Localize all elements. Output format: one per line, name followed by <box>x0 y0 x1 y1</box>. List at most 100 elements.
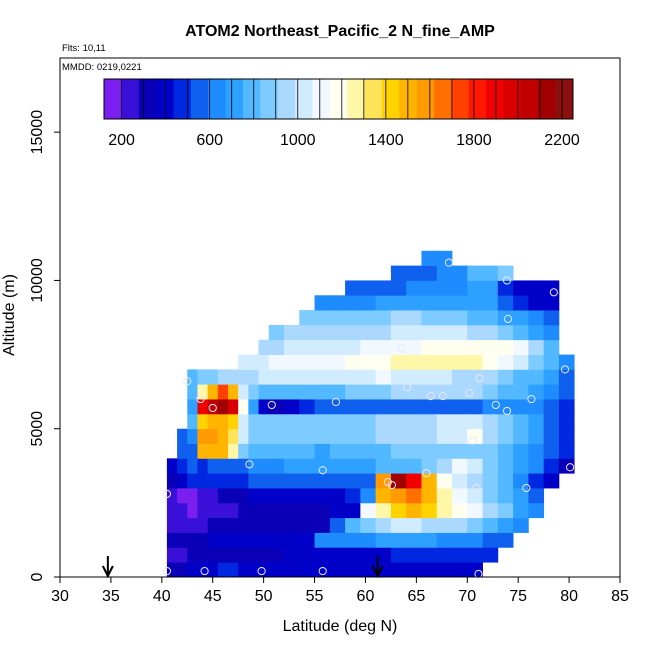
heatmap-cell <box>299 532 315 548</box>
heatmap-cell <box>406 399 422 415</box>
heatmap-cell <box>513 458 529 474</box>
heatmap-cell <box>238 488 249 504</box>
heatmap-cell <box>228 517 239 533</box>
colorbar-swatch <box>503 79 522 119</box>
heatmap-cell <box>390 399 407 415</box>
heatmap-cell <box>187 369 198 385</box>
heatmap-cell <box>406 488 422 504</box>
heatmap-cell <box>482 532 499 548</box>
heatmap-cell <box>258 473 270 489</box>
heatmap-cell <box>436 295 453 311</box>
heatmap-cell <box>467 295 483 311</box>
heatmap-cell <box>284 443 300 459</box>
heatmap-cell <box>187 443 198 459</box>
heatmap-cell <box>197 547 209 563</box>
heatmap-cell <box>314 502 331 519</box>
heatmap-cell <box>268 399 285 415</box>
colorbar-swatch <box>104 79 122 119</box>
heatmap-cell <box>421 265 438 281</box>
colorbar-tick-label: 1000 <box>280 132 316 149</box>
x-tick-label: 40 <box>153 588 171 605</box>
heatmap-cell <box>177 547 188 563</box>
heatmap-cell <box>467 502 483 519</box>
heatmap-cell <box>314 369 331 385</box>
heatmap-cell <box>228 458 239 474</box>
chart-title: ATOM2 Northeast_Pacific_2 N_fine_AMP <box>185 23 495 40</box>
heatmap-cell <box>436 562 453 578</box>
measurement-point <box>396 344 406 353</box>
heatmap-cell <box>543 354 560 370</box>
heatmap-cell <box>248 413 259 430</box>
heatmap-cell <box>284 324 300 341</box>
x-tick-label: 75 <box>509 588 527 605</box>
measurement-point <box>474 569 483 579</box>
heatmap-cell <box>345 547 361 563</box>
heatmap-cell <box>375 473 392 489</box>
heatmap-cell <box>497 354 514 370</box>
heatmap-cell <box>528 473 545 489</box>
heatmap-cell <box>217 428 229 444</box>
heatmap-cell <box>258 547 270 563</box>
heatmap-cell <box>238 517 249 533</box>
heatmap-cell <box>345 428 361 444</box>
heatmap-cell <box>345 443 361 459</box>
heatmap-cell <box>299 488 315 504</box>
heatmap-cell <box>258 532 270 548</box>
heatmap-cell <box>528 458 545 474</box>
heatmap-cell <box>452 265 468 281</box>
heatmap-cell <box>558 413 575 430</box>
heatmap-cell <box>390 265 407 281</box>
heatmap-cell <box>421 280 438 296</box>
heatmap-cell <box>345 280 361 296</box>
arrow-head <box>101 565 114 579</box>
heatmap-cell <box>482 399 499 415</box>
heatmap-cell <box>497 399 514 415</box>
heatmap-cell <box>421 310 438 326</box>
heatmap-cell <box>528 413 545 430</box>
heatmap-cell <box>497 324 514 341</box>
heatmap-cell <box>207 488 219 504</box>
heatmap-cell <box>543 443 560 459</box>
heatmap-cell <box>375 458 392 474</box>
heatmap-cell <box>299 562 315 578</box>
y-tick-label: 5000 <box>29 411 46 447</box>
heatmap-cell <box>284 354 300 370</box>
heatmap-cell <box>217 399 229 415</box>
heatmap-cell <box>207 562 219 578</box>
measurement-point <box>196 394 205 404</box>
colorbar-swatch <box>416 79 435 119</box>
heatmap-cell <box>497 473 514 489</box>
measurement-point <box>502 276 512 285</box>
colorbar-swatch <box>138 79 157 119</box>
heatmap-cell <box>248 488 259 504</box>
heatmap-cell <box>513 428 529 444</box>
heatmap-cell <box>482 517 499 533</box>
heatmap-cell <box>299 310 315 326</box>
colorbar-swatch <box>242 79 261 119</box>
heatmap-cell <box>166 502 178 519</box>
heatmap-cell <box>187 458 198 474</box>
heatmap-cell <box>436 310 453 326</box>
heatmap-cell <box>375 413 392 430</box>
heatmap-cell <box>467 384 483 400</box>
heatmap-cell <box>207 532 219 548</box>
heatmap-cell <box>248 517 259 533</box>
heatmap-cell <box>497 295 514 311</box>
colorbar: 200 600 1000 1400 1800 2200 <box>103 78 580 149</box>
heatmap-cell <box>513 413 529 430</box>
heatmap-cell <box>406 310 422 326</box>
heatmap-cell <box>238 369 249 385</box>
heatmap-cell <box>452 488 468 504</box>
heatmap-cell <box>197 443 209 459</box>
heatmap-cell <box>166 473 178 489</box>
heatmap-cell <box>497 458 514 474</box>
x-tick-label: 65 <box>407 588 425 605</box>
heatmap-cell <box>258 443 270 459</box>
heatmap-cell <box>329 473 346 489</box>
heatmap-cell <box>452 384 468 400</box>
x-tick-label: 85 <box>611 588 629 605</box>
heatmap-cell <box>268 443 285 459</box>
heatmap-cell <box>228 562 239 578</box>
heatmap-cell <box>314 547 331 563</box>
heatmap-cell <box>187 488 198 504</box>
